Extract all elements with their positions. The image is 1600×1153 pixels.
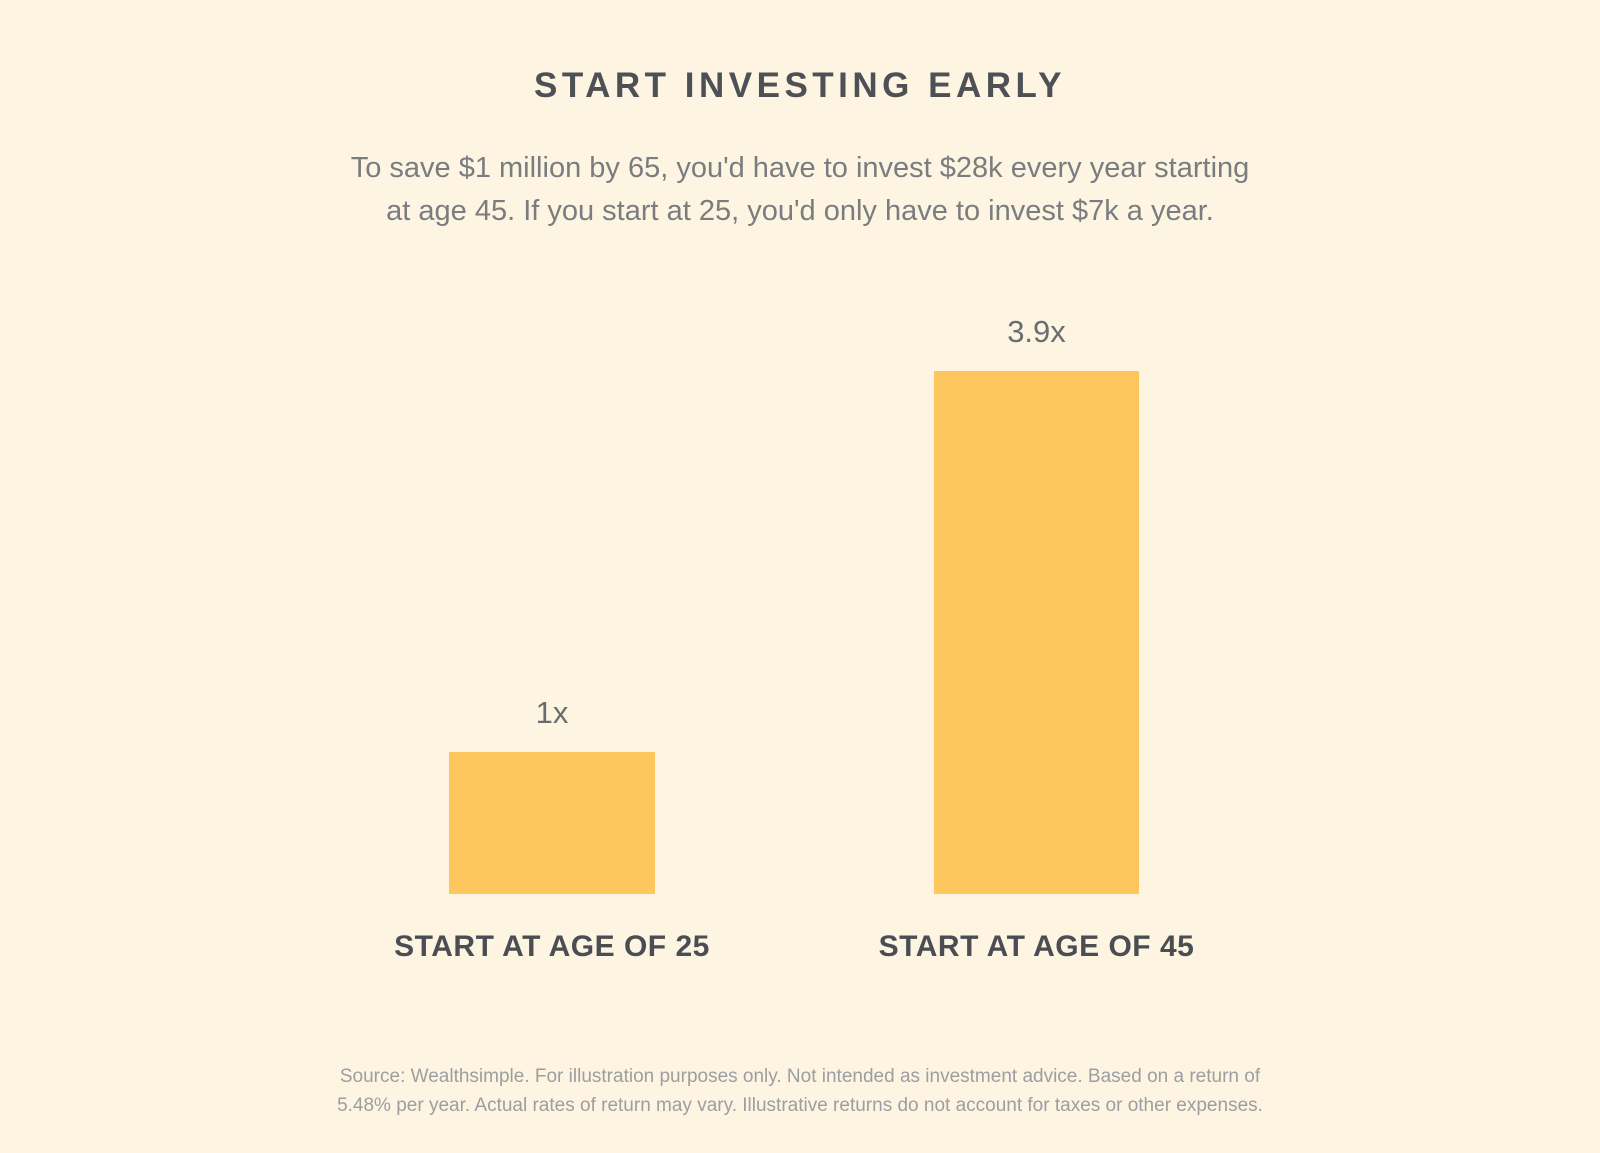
category-label-start-at-25: START AT AGE OF 25 — [394, 930, 710, 963]
source-disclaimer: Source: Wealthsimple. For illustration p… — [0, 1062, 1600, 1120]
source-line-2: 5.48% per year. Actual rates of return m… — [337, 1095, 1263, 1116]
chart-title: START INVESTING EARLY — [533, 66, 1067, 105]
chart-subtitle-line-2: at age 45. If you start at 25, you'd onl… — [386, 195, 1214, 227]
bar-start-at-25 — [449, 752, 655, 894]
source-line-1: Source: Wealthsimple. For illustration p… — [339, 1066, 1261, 1087]
chart-subtitle-line-1: To save $1 million by 65, you'd have to … — [350, 152, 1250, 184]
bar-value-label-age-25: 1x — [535, 695, 569, 730]
category-label-start-at-45: START AT AGE OF 45 — [878, 930, 1195, 963]
chart-subtitle: To save $1 million by 65, you'd have to … — [0, 147, 1600, 233]
bar-value-label-age-45: 3.9x — [1007, 314, 1066, 349]
bar-start-at-45 — [934, 371, 1139, 894]
